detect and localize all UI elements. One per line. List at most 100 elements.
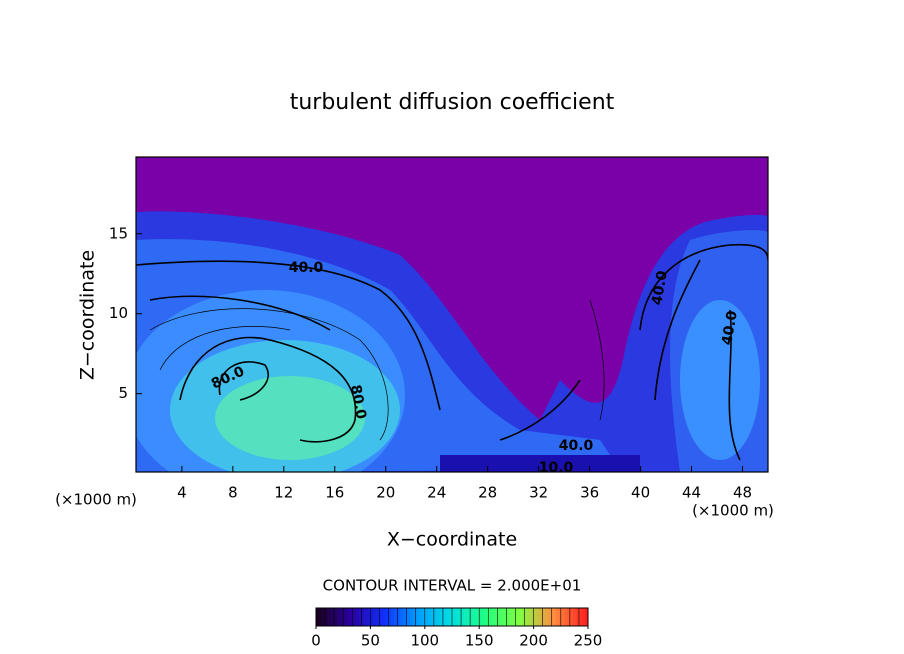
- colorbar-tick-label: 0: [311, 632, 321, 650]
- colorbar-cell: [322, 608, 326, 626]
- contour-label: 40.0: [289, 260, 324, 276]
- colorbar-cell: [400, 608, 404, 626]
- colorbar-cell: [455, 608, 459, 626]
- colorbar-cell: [563, 608, 568, 626]
- colorbar-cell: [503, 608, 507, 626]
- plot-frame: [135, 156, 769, 473]
- colorbar-cell: [542, 608, 546, 626]
- colorbar-cell: [436, 608, 441, 626]
- colorbar-cell: [476, 608, 480, 626]
- colorbar-cell: [427, 608, 432, 626]
- colorbar-cell: [491, 608, 495, 626]
- colorbar-cell: [376, 608, 380, 626]
- colorbar-cell: [382, 608, 386, 626]
- x-unit: (×1000 m): [692, 502, 774, 520]
- y-axis-label: Z−coordinate: [77, 250, 99, 380]
- colorbar-cell: [433, 608, 438, 626]
- x-tick-label: 24: [427, 484, 446, 502]
- colorbar-cell: [442, 608, 447, 626]
- colorbar-tick-label: 150: [465, 632, 494, 650]
- colorbar-cell: [370, 608, 374, 626]
- colorbar-cell: [479, 608, 483, 626]
- colorbar-cell: [352, 608, 356, 626]
- colorbar-cell: [349, 608, 353, 626]
- x-tick-label: 44: [682, 484, 701, 502]
- x-tick-label: 48: [733, 484, 752, 502]
- colorbar-title: CONTOUR INTERVAL = 2.000E+01: [323, 577, 582, 595]
- colorbar-cell: [421, 608, 426, 626]
- colorbar-cell: [337, 608, 341, 626]
- colorbar-cell: [418, 608, 423, 626]
- colorbar-cell: [464, 608, 468, 626]
- colorbar-cell: [412, 608, 417, 626]
- colorbar-cell: [527, 608, 531, 626]
- colorbar-cell: [548, 608, 553, 626]
- colorbar-cell: [497, 608, 501, 626]
- x-tick-label: 40: [631, 484, 650, 502]
- y-unit: (×1000 m): [55, 491, 137, 509]
- x-tick-label: 36: [580, 484, 599, 502]
- y-tick-label: 10: [109, 304, 128, 322]
- x-tick-label: 20: [376, 484, 395, 502]
- colorbar-tick-label: 100: [410, 632, 439, 650]
- colorbar-cell: [488, 608, 492, 626]
- colorbar-cell: [403, 608, 407, 626]
- contour-label: 40.0: [719, 309, 741, 346]
- colorbar-cell: [439, 608, 444, 626]
- colorbar-cell: [470, 608, 474, 626]
- colorbar-cell: [581, 608, 586, 626]
- y-tick-label: 5: [118, 384, 128, 402]
- colorbar-cell: [545, 608, 550, 626]
- contour-label: 40.0: [649, 269, 671, 306]
- colorbar-cell: [536, 608, 540, 626]
- colorbar-cell: [346, 608, 350, 626]
- colorbar-cell: [331, 608, 335, 626]
- colorbar-cell: [557, 608, 562, 626]
- colorbar-cell: [575, 608, 580, 626]
- y-tick-label: 15: [109, 224, 128, 242]
- colorbar-cell: [415, 608, 420, 626]
- colorbar-cell: [361, 608, 365, 626]
- colorbar-cell: [521, 608, 525, 626]
- colorbar-cell: [578, 608, 583, 626]
- colorbar-cell: [482, 608, 486, 626]
- colorbar-cell: [385, 608, 389, 626]
- colorbar-cell: [539, 608, 543, 626]
- colorbar-cell: [367, 608, 371, 626]
- contour-label: 10.0: [539, 460, 574, 476]
- colorbar-cell: [388, 608, 392, 626]
- chart-title: turbulent diffusion coefficient: [290, 90, 615, 115]
- colorbar-cell: [572, 608, 577, 626]
- colorbar-cell: [515, 608, 519, 626]
- colorbar-cell: [316, 608, 320, 626]
- field: [136, 157, 768, 472]
- colorbar-cell: [485, 608, 489, 626]
- colorbar-cell: [473, 608, 477, 626]
- contour-label: 40.0: [559, 438, 594, 454]
- colorbar-cell: [391, 608, 395, 626]
- x-axis-label: X−coordinate: [387, 529, 517, 551]
- colorbar-cell: [560, 608, 565, 626]
- colorbar-cell: [524, 608, 528, 626]
- contour-label: 80.0: [347, 384, 369, 421]
- colorbar-cell: [430, 608, 435, 626]
- colorbar-cell: [461, 608, 465, 626]
- colorbar-cell: [397, 608, 401, 626]
- colorbar-cell: [364, 608, 368, 626]
- colorbar-tick-label: 250: [574, 632, 603, 650]
- colorbar-cell: [343, 608, 347, 626]
- colorbar-cell: [584, 608, 589, 626]
- colorbar-cell: [458, 608, 462, 626]
- contour-lines: [149, 299, 605, 441]
- colorbar-cell: [379, 608, 383, 626]
- field-region: [215, 376, 365, 460]
- field-region: [680, 300, 760, 460]
- x-tick-label: 8: [228, 484, 238, 502]
- colorbar-cell: [506, 608, 510, 626]
- colorbar-cell: [325, 608, 329, 626]
- colorbar-cell: [509, 608, 513, 626]
- colorbar-cell: [551, 608, 556, 626]
- colorbar-cell: [409, 608, 414, 626]
- colorbar-cell: [328, 608, 332, 626]
